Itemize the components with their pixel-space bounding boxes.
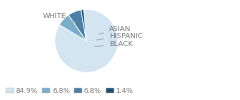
Wedge shape — [81, 10, 86, 41]
Wedge shape — [68, 10, 86, 41]
Text: WHITE: WHITE — [43, 13, 76, 23]
Wedge shape — [55, 10, 118, 72]
Text: HISPANIC: HISPANIC — [96, 33, 143, 40]
Legend: 84.9%, 6.8%, 6.8%, 1.4%: 84.9%, 6.8%, 6.8%, 1.4% — [3, 85, 136, 96]
Text: ASIAN: ASIAN — [99, 26, 131, 34]
Wedge shape — [59, 15, 86, 41]
Text: BLACK: BLACK — [95, 41, 133, 47]
